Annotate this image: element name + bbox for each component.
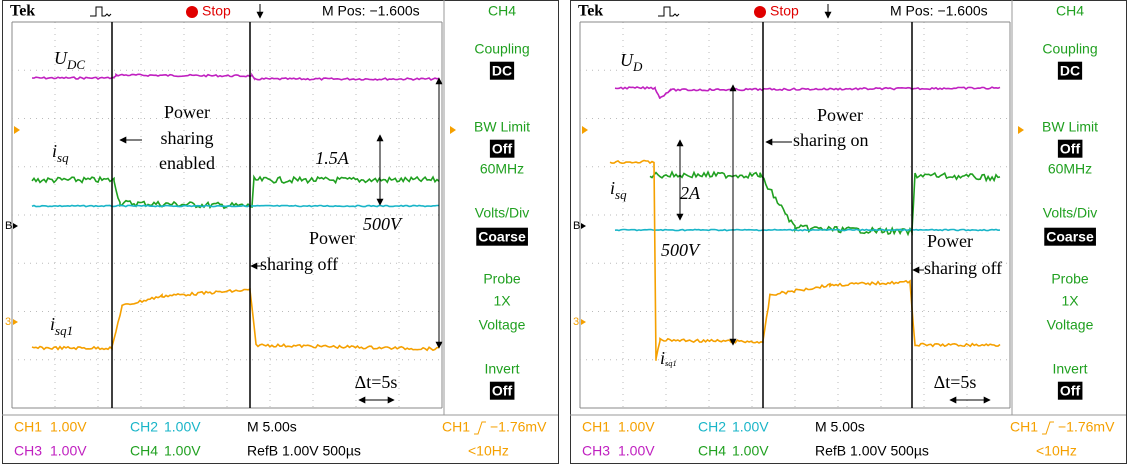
stop-indicator: [754, 6, 766, 18]
menu-channel: CH4: [1056, 3, 1084, 19]
brand: Tek: [10, 3, 35, 20]
horizontal-position: M Pos: −1.600s: [890, 3, 988, 19]
signal-subscript: D: [632, 59, 643, 74]
menu-value: Coarse: [1046, 229, 1094, 245]
readout: CH4: [130, 443, 158, 459]
annotation: 500V: [363, 214, 403, 234]
readout: 1.00V: [732, 419, 769, 435]
readout: 1.00V: [50, 443, 87, 459]
readout: CH2: [698, 419, 726, 435]
readout: −1.76mV: [490, 419, 547, 435]
menu-value: Off: [1060, 141, 1081, 157]
signal-subscript: sq1: [55, 323, 73, 338]
readout: CH1: [442, 419, 470, 435]
readout: <10Hz: [1036, 443, 1077, 459]
readout: RefB 1.00V 500µs: [247, 443, 361, 459]
menu-value: Off: [492, 383, 513, 399]
annotation: Δt=5s: [934, 372, 977, 392]
menu-label: Probe: [483, 271, 521, 287]
brand: Tek: [578, 3, 603, 20]
annotation: sharing off: [924, 258, 1002, 278]
readout: M 5.00s: [247, 419, 297, 435]
run-status: Stop: [770, 3, 799, 19]
readout: <10Hz: [468, 443, 509, 459]
signal-symbol: U: [620, 50, 634, 70]
panel-frame: [3, 1, 559, 464]
readout: 1.00V: [164, 443, 201, 459]
menu-label: Volts/Div: [1043, 205, 1097, 221]
annotation: sharing off: [260, 254, 338, 274]
readout: −1.76mV: [1058, 419, 1115, 435]
menu-label: Voltage: [1047, 317, 1094, 333]
annotation: Power: [817, 105, 863, 125]
menu-label: Coupling: [474, 41, 529, 57]
horizontal-position: M Pos: −1.600s: [322, 3, 420, 19]
channel-marker: 3: [5, 316, 11, 328]
annotation: enabled: [159, 153, 215, 173]
channel-marker: B: [5, 220, 12, 232]
signal-subscript: DC: [66, 57, 85, 72]
readout: CH1: [582, 419, 610, 435]
scope-panel: Tek Stop M Pos: −1.600s CH4 Coupling DC BW Lim…: [2, 0, 559, 464]
annotation: Power: [309, 228, 355, 248]
menu-value: Off: [492, 141, 513, 157]
signal-subscript: sq: [615, 187, 627, 202]
readout: CH4: [698, 443, 726, 459]
menu-label: Volts/Div: [475, 205, 529, 221]
annotation: sharing on: [793, 130, 869, 150]
menu-value: Coarse: [478, 229, 526, 245]
annotation: 500V: [661, 240, 701, 260]
menu-value: Off: [1060, 383, 1081, 399]
menu-label: BW Limit: [474, 119, 530, 135]
menu-value: DC: [1060, 63, 1080, 79]
readout: CH1: [14, 419, 42, 435]
figure: Tek Stop M Pos: −1.600s CH4 Coupling DC BW Lim…: [0, 0, 1129, 466]
run-status: Stop: [202, 3, 231, 19]
menu-channel: CH4: [488, 3, 516, 19]
readout: 1.00V: [50, 419, 87, 435]
menu-label: 1X: [493, 293, 511, 309]
signal-subscript: sq: [57, 150, 69, 165]
readout: 1.00V: [164, 419, 201, 435]
annotation: 1.5A: [315, 148, 350, 168]
menu-label: 60MHz: [1048, 161, 1092, 177]
channel-marker: 3: [573, 316, 579, 328]
readout: 1.00V: [618, 443, 655, 459]
stop-indicator: [186, 6, 198, 18]
readout: CH3: [582, 443, 610, 459]
channel-marker: B: [573, 220, 580, 232]
signal-subscript: sq1: [665, 358, 677, 368]
menu-label: BW Limit: [1042, 119, 1098, 135]
readout: M 5.00s: [815, 419, 865, 435]
menu-label: Coupling: [1042, 41, 1097, 57]
annotation: sharing: [161, 128, 214, 148]
annotation: Power: [927, 231, 973, 251]
annotation: Power: [164, 102, 210, 122]
annotation: Δt=5s: [355, 372, 398, 392]
signal-symbol: U: [54, 48, 68, 68]
readout: CH1: [1010, 419, 1038, 435]
menu-label: Invert: [484, 361, 519, 377]
menu-label: 1X: [1061, 293, 1079, 309]
annotation: 2A: [680, 183, 701, 203]
readout: 1.00V: [732, 443, 769, 459]
readout: CH2: [130, 419, 158, 435]
menu-label: Probe: [1051, 271, 1089, 287]
menu-label: Invert: [1052, 361, 1087, 377]
scope-panel: Tek Stop M Pos: −1.600s CH4 Coupling DC BW Lim…: [570, 0, 1127, 464]
readout: RefB 1.00V 500µs: [815, 443, 929, 459]
menu-value: DC: [492, 63, 512, 79]
readout: 1.00V: [618, 419, 655, 435]
menu-label: Voltage: [479, 317, 526, 333]
readout: CH3: [14, 443, 42, 459]
menu-label: 60MHz: [480, 161, 524, 177]
